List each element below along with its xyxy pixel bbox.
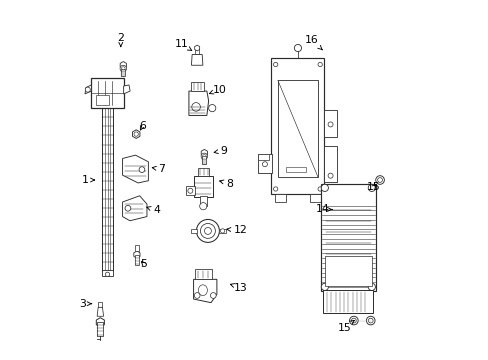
Bar (271, 58, 324, 194)
Bar (91, 78, 123, 108)
Bar (98, 302, 102, 307)
Polygon shape (120, 62, 126, 69)
Circle shape (317, 62, 322, 67)
Circle shape (85, 87, 90, 92)
Circle shape (262, 162, 267, 167)
Circle shape (294, 44, 301, 51)
Circle shape (202, 154, 206, 158)
Bar (323, 290, 372, 314)
Circle shape (125, 206, 130, 211)
Polygon shape (191, 54, 203, 65)
Circle shape (120, 65, 126, 72)
Circle shape (367, 318, 372, 323)
Circle shape (349, 316, 357, 325)
Circle shape (367, 184, 375, 192)
Circle shape (199, 203, 206, 210)
Circle shape (321, 184, 328, 192)
Polygon shape (188, 91, 208, 116)
Text: 6: 6 (139, 121, 145, 131)
Bar (194, 176, 212, 197)
Circle shape (327, 173, 332, 178)
Polygon shape (134, 251, 140, 258)
Circle shape (196, 220, 219, 242)
Bar (219, 229, 225, 233)
Bar (274, 194, 285, 202)
Bar (257, 154, 271, 173)
Circle shape (220, 229, 224, 233)
Bar (185, 186, 194, 195)
Bar (96, 95, 109, 105)
Circle shape (204, 228, 211, 234)
Bar (320, 184, 375, 291)
Polygon shape (132, 130, 140, 138)
Text: 4: 4 (146, 206, 160, 216)
Circle shape (191, 103, 200, 111)
Text: 2: 2 (117, 33, 124, 46)
Bar (257, 154, 268, 160)
Text: 8: 8 (219, 179, 233, 189)
Bar (135, 244, 139, 251)
Text: 9: 9 (214, 145, 226, 156)
Circle shape (200, 224, 215, 238)
Polygon shape (122, 196, 147, 221)
Text: 11: 11 (175, 40, 191, 50)
Circle shape (327, 122, 332, 127)
Polygon shape (193, 279, 217, 303)
Circle shape (187, 188, 192, 193)
Circle shape (273, 187, 277, 191)
Polygon shape (194, 45, 199, 51)
Circle shape (194, 293, 200, 298)
Circle shape (317, 187, 322, 191)
Bar (195, 269, 211, 279)
Bar (324, 256, 371, 286)
Circle shape (134, 132, 138, 136)
Circle shape (201, 153, 207, 159)
Text: 5: 5 (141, 259, 147, 269)
Bar (191, 82, 204, 91)
Bar (277, 80, 317, 177)
Circle shape (351, 318, 356, 323)
Circle shape (367, 283, 375, 291)
Circle shape (121, 67, 125, 70)
Text: 7: 7 (152, 164, 165, 174)
Text: 15: 15 (337, 320, 353, 333)
Polygon shape (122, 155, 148, 183)
Text: 16: 16 (305, 35, 322, 50)
Circle shape (377, 177, 382, 183)
Bar (197, 168, 208, 176)
Bar (135, 255, 139, 265)
Text: 12: 12 (226, 225, 246, 235)
Polygon shape (201, 149, 207, 157)
Bar (97, 322, 103, 336)
Circle shape (273, 62, 277, 67)
Text: 15: 15 (366, 182, 380, 192)
Circle shape (139, 167, 144, 172)
Circle shape (210, 293, 216, 298)
Text: 13: 13 (230, 283, 247, 293)
Bar (199, 196, 206, 206)
Ellipse shape (198, 285, 207, 296)
Bar (324, 146, 336, 182)
Bar (121, 68, 125, 76)
Circle shape (375, 176, 384, 184)
Bar (309, 194, 320, 202)
Text: 10: 10 (209, 85, 226, 95)
Bar (102, 270, 112, 276)
Polygon shape (123, 85, 130, 94)
Bar (195, 48, 199, 54)
Text: 1: 1 (81, 175, 94, 185)
Bar (324, 110, 336, 137)
Circle shape (105, 272, 109, 276)
Circle shape (208, 104, 215, 112)
Circle shape (321, 283, 328, 291)
Text: 14: 14 (315, 204, 332, 215)
Bar (202, 156, 206, 164)
Bar (285, 167, 305, 172)
Polygon shape (96, 318, 104, 327)
Circle shape (366, 316, 374, 325)
Bar (191, 229, 196, 233)
Text: 3: 3 (79, 299, 91, 309)
Polygon shape (97, 307, 103, 316)
Polygon shape (85, 85, 91, 94)
